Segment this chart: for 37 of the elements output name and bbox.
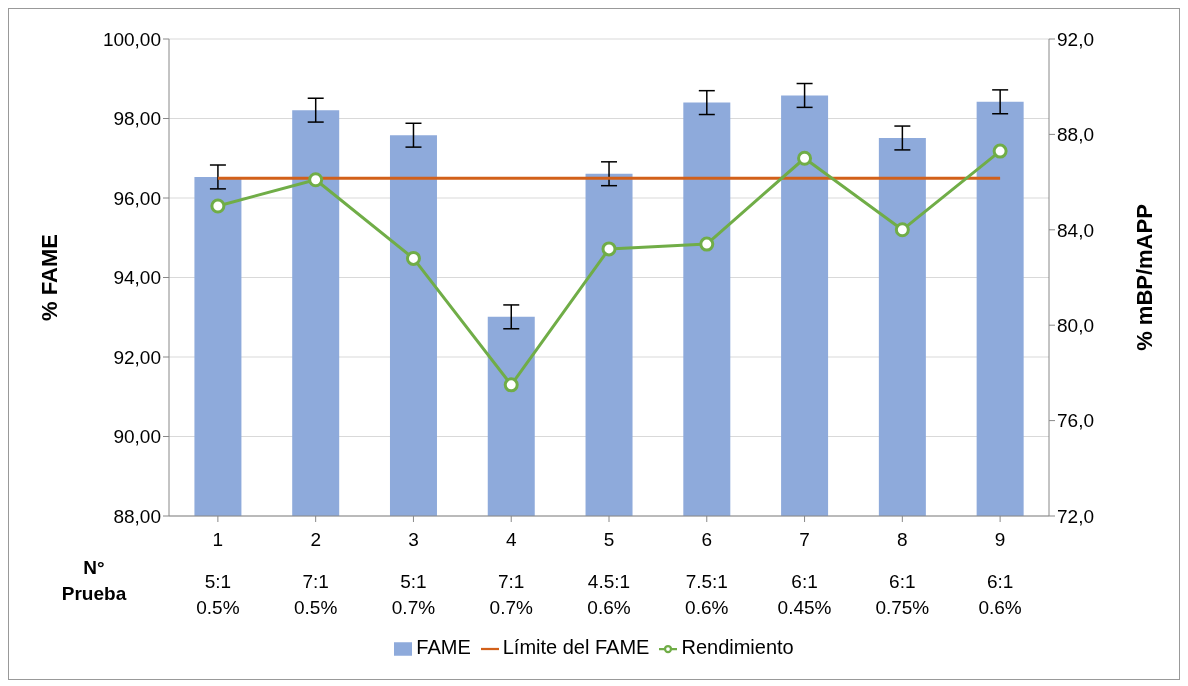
point — [601, 241, 617, 257]
y-tick-label: 96,00 — [113, 187, 161, 209]
y-axis-title: % FAME — [36, 234, 62, 321]
x-axis-title: N° Prueba — [61, 557, 127, 604]
point — [699, 236, 715, 252]
y2-axis-title: % mBP/mAPP — [1131, 204, 1157, 351]
point — [992, 143, 1008, 159]
y-tick-label: 88,00 — [113, 505, 161, 527]
point — [405, 250, 421, 266]
y2-tick-label: 88,0 — [1057, 124, 1094, 146]
y-tick-label: 100,00 — [102, 28, 161, 50]
x-tick-label: 8 6:1 0.75% — [875, 529, 930, 618]
point — [210, 198, 226, 214]
legend-label: Rendimiento — [681, 636, 794, 658]
point — [797, 150, 813, 166]
x-tick-label: 9 6:1 0.6% — [978, 529, 1022, 618]
y-tick-label: 92,00 — [113, 346, 161, 368]
x-tick-label: 4 7:1 0.7% — [489, 529, 533, 618]
x-tick-label: 2 7:1 0.5% — [294, 529, 338, 618]
x-tick-label: 5 4.5:1 0.6% — [587, 529, 631, 618]
y2-tick-label: 92,0 — [1057, 28, 1094, 50]
y-tick-label: 98,00 — [113, 108, 161, 130]
y-tick-label: 94,00 — [113, 267, 161, 289]
y2-tick-label: 84,0 — [1057, 219, 1094, 241]
legend-label: FAME — [416, 636, 471, 658]
point — [503, 377, 519, 393]
x-tick-label: 7 6:1 0.45% — [777, 529, 832, 618]
x-tick-label: 1 5:1 0.5% — [196, 529, 240, 618]
point — [308, 172, 324, 188]
legend-label: Límite del FAME — [502, 636, 650, 658]
point — [894, 222, 910, 238]
x-tick-label: 3 5:1 0.7% — [391, 529, 436, 618]
y-tick-label: 90,00 — [113, 426, 161, 448]
y2-tick-label: 72,0 — [1057, 505, 1094, 527]
y2-tick-label: 76,0 — [1057, 410, 1094, 432]
x-tick-label: 6 7.5:1 0.6% — [685, 529, 729, 618]
y2-tick-label: 80,0 — [1057, 314, 1094, 336]
